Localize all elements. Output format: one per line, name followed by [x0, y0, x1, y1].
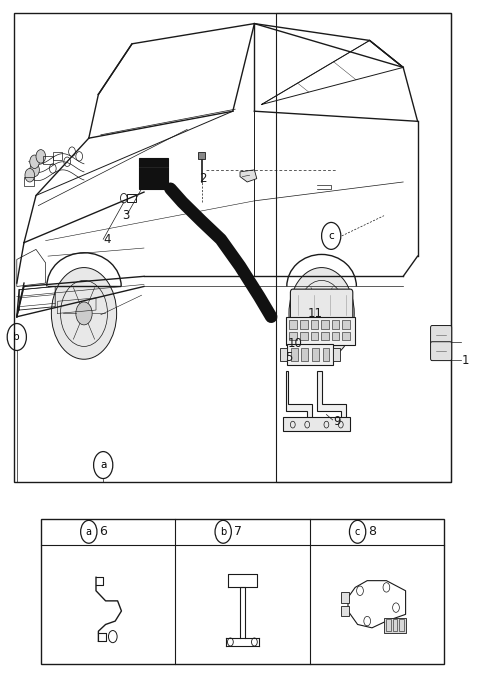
Bar: [289, 332, 297, 340]
Text: a: a: [100, 460, 107, 470]
Text: c: c: [355, 527, 360, 537]
Bar: [41, 519, 444, 664]
Bar: [276, 13, 451, 482]
Circle shape: [30, 155, 39, 168]
Circle shape: [289, 268, 354, 359]
Bar: [300, 332, 308, 340]
Bar: [312, 348, 319, 361]
Circle shape: [76, 302, 92, 325]
Bar: [198, 152, 205, 159]
Text: 2: 2: [199, 172, 207, 185]
Text: 11: 11: [307, 307, 322, 320]
Text: 7: 7: [234, 525, 241, 539]
Bar: [286, 317, 355, 345]
Bar: [341, 605, 349, 616]
Text: 3: 3: [122, 209, 130, 222]
Bar: [43, 156, 53, 164]
Text: b: b: [220, 527, 227, 537]
Bar: [342, 320, 350, 329]
Circle shape: [30, 163, 39, 177]
Polygon shape: [317, 371, 346, 421]
Text: 8: 8: [368, 525, 376, 539]
Bar: [280, 348, 287, 361]
Bar: [399, 619, 404, 631]
Polygon shape: [240, 170, 257, 182]
Text: 5: 5: [286, 350, 293, 364]
Text: b: b: [13, 332, 20, 342]
Bar: [384, 617, 406, 632]
Circle shape: [25, 168, 35, 182]
Bar: [311, 320, 318, 329]
Text: 9: 9: [334, 415, 341, 428]
Bar: [386, 619, 391, 631]
Bar: [333, 348, 340, 361]
Bar: [393, 619, 397, 631]
Text: a: a: [86, 527, 92, 537]
Circle shape: [313, 302, 330, 325]
Circle shape: [36, 150, 46, 163]
Bar: [332, 320, 339, 329]
FancyBboxPatch shape: [431, 326, 452, 344]
Bar: [300, 320, 308, 329]
Text: 10: 10: [288, 337, 303, 350]
Polygon shape: [286, 371, 312, 421]
Bar: [342, 332, 350, 340]
Bar: [301, 348, 308, 361]
Bar: [323, 348, 329, 361]
Bar: [289, 320, 297, 329]
Bar: [332, 332, 339, 340]
Circle shape: [51, 268, 117, 359]
Bar: [139, 158, 168, 189]
Bar: [311, 332, 318, 340]
Text: 1: 1: [462, 354, 469, 367]
Text: c: c: [328, 231, 334, 241]
Bar: [14, 13, 451, 482]
Bar: [287, 344, 333, 365]
Bar: [341, 592, 349, 603]
Text: 4: 4: [103, 233, 111, 246]
Text: 6: 6: [99, 525, 107, 539]
Bar: [321, 320, 329, 329]
Bar: [24, 177, 34, 186]
Bar: [291, 348, 298, 361]
FancyBboxPatch shape: [431, 342, 452, 361]
Bar: [53, 152, 62, 160]
FancyBboxPatch shape: [290, 289, 353, 321]
Bar: [321, 332, 329, 340]
Bar: [283, 417, 350, 431]
Bar: [127, 194, 136, 202]
